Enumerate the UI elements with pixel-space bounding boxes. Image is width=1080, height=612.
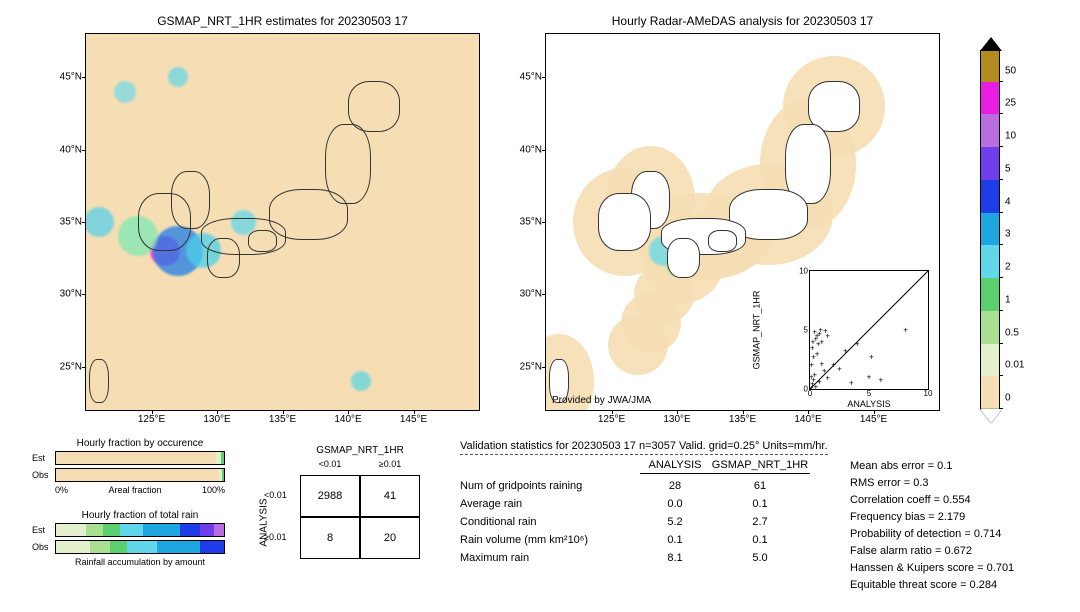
- validation-title: Validation statistics for 20230503 17 n=…: [460, 440, 828, 455]
- colorbar-tick: 50: [999, 65, 1016, 76]
- colorbar-tick: 0.5: [999, 327, 1019, 338]
- vstat-analysis: 28: [640, 480, 710, 492]
- colorbar-tick: 0: [999, 393, 1011, 404]
- vstat-gsmap: 61: [710, 480, 810, 492]
- vstat-key: Maximum rain: [460, 552, 640, 564]
- frac-occ-xright: 100%: [202, 485, 225, 495]
- vstat-key: Rain volume (mm km²10⁶): [460, 534, 640, 546]
- colorbar-tick: 25: [999, 98, 1016, 109]
- scatter-inset: +++++++++++++++++++++++++++++++++0055101…: [809, 270, 929, 390]
- scatter-ylabel: GSMAP_NRT_1HR: [752, 291, 762, 370]
- vstat-analysis: 8.1: [640, 552, 710, 564]
- vstat-key: Average rain: [460, 498, 640, 510]
- validation-metric: Correlation coeff = 0.554: [850, 494, 1014, 506]
- colorbar-tick: 5: [999, 163, 1011, 174]
- frac-occ-xcaption: Areal fraction: [108, 485, 161, 495]
- validation-metric: False alarm ratio = 0.672: [850, 545, 1014, 557]
- hourly-fraction-occurrence: Hourly fraction by occurence Est Obs 0% …: [55, 438, 225, 495]
- left-map-panel: 25°N30°N35°N40°N45°N125°E130°E135°E140°E…: [85, 33, 480, 411]
- frac-occ-title: Hourly fraction by occurence: [55, 438, 225, 449]
- right-map-title: Hourly Radar-AMeDAS analysis for 2023050…: [545, 14, 940, 28]
- attribution-label: Provided by JWA/JMA: [552, 395, 651, 406]
- contingency-cell: 8: [300, 517, 360, 559]
- colorbar-tick: 3: [999, 229, 1011, 240]
- validation-metric: RMS error = 0.3: [850, 477, 1014, 489]
- colorbar-tick: 1: [999, 294, 1011, 305]
- vstat-gsmap: 2.7: [710, 516, 810, 528]
- colorbar-tick: 10: [999, 131, 1016, 142]
- right-map-panel: Provided by JWA/JMA ++++++++++++++++++++…: [545, 33, 940, 411]
- validation-metric: Probability of detection = 0.714: [850, 528, 1014, 540]
- hourly-fraction-total-rain: Hourly fraction of total rain Est Obs Ra…: [55, 510, 225, 567]
- frac-rain-title: Hourly fraction of total rain: [55, 510, 225, 521]
- validation-metric: Equitable threat score = 0.284: [850, 579, 1014, 591]
- vstat-key: Num of gridpoints raining: [460, 480, 640, 492]
- scatter-xlabel: ANALYSIS: [810, 399, 928, 409]
- contingency-cell: 20: [360, 517, 420, 559]
- vstat-analysis: 0.0: [640, 498, 710, 510]
- validation-metric: Frequency bias = 2.179: [850, 511, 1014, 523]
- validation-metrics: Mean abs error = 0.1 RMS error = 0.3 Corre…: [850, 460, 1014, 596]
- vstat-gsmap: 0.1: [710, 498, 810, 510]
- left-map-title: GSMAP_NRT_1HR estimates for 20230503 17: [85, 14, 480, 28]
- validation-metric: Mean abs error = 0.1: [850, 460, 1014, 472]
- vstat-gsmap: 0.1: [710, 534, 810, 546]
- colorbar-tick: 0.01: [999, 360, 1024, 371]
- contingency-cell: 2988: [300, 475, 360, 517]
- validation-stats: Validation statistics for 20230503 17 n=…: [460, 440, 828, 564]
- vstat-analysis: 5.2: [640, 516, 710, 528]
- vstat-key: Conditional rain: [460, 516, 640, 528]
- colorbar-tick: 4: [999, 196, 1011, 207]
- colorbar: 00.010.512345102550: [980, 50, 1000, 410]
- frac-rain-caption: Rainfall accumulation by amount: [55, 557, 225, 567]
- vstat-analysis: 0.1: [640, 534, 710, 546]
- frac-occ-xleft: 0%: [55, 485, 68, 495]
- contingency-cell: 41: [360, 475, 420, 517]
- validation-metric: Hanssen & Kuipers score = 0.701: [850, 562, 1014, 574]
- vstat-gsmap: 5.0: [710, 552, 810, 564]
- colorbar-tick: 2: [999, 262, 1011, 273]
